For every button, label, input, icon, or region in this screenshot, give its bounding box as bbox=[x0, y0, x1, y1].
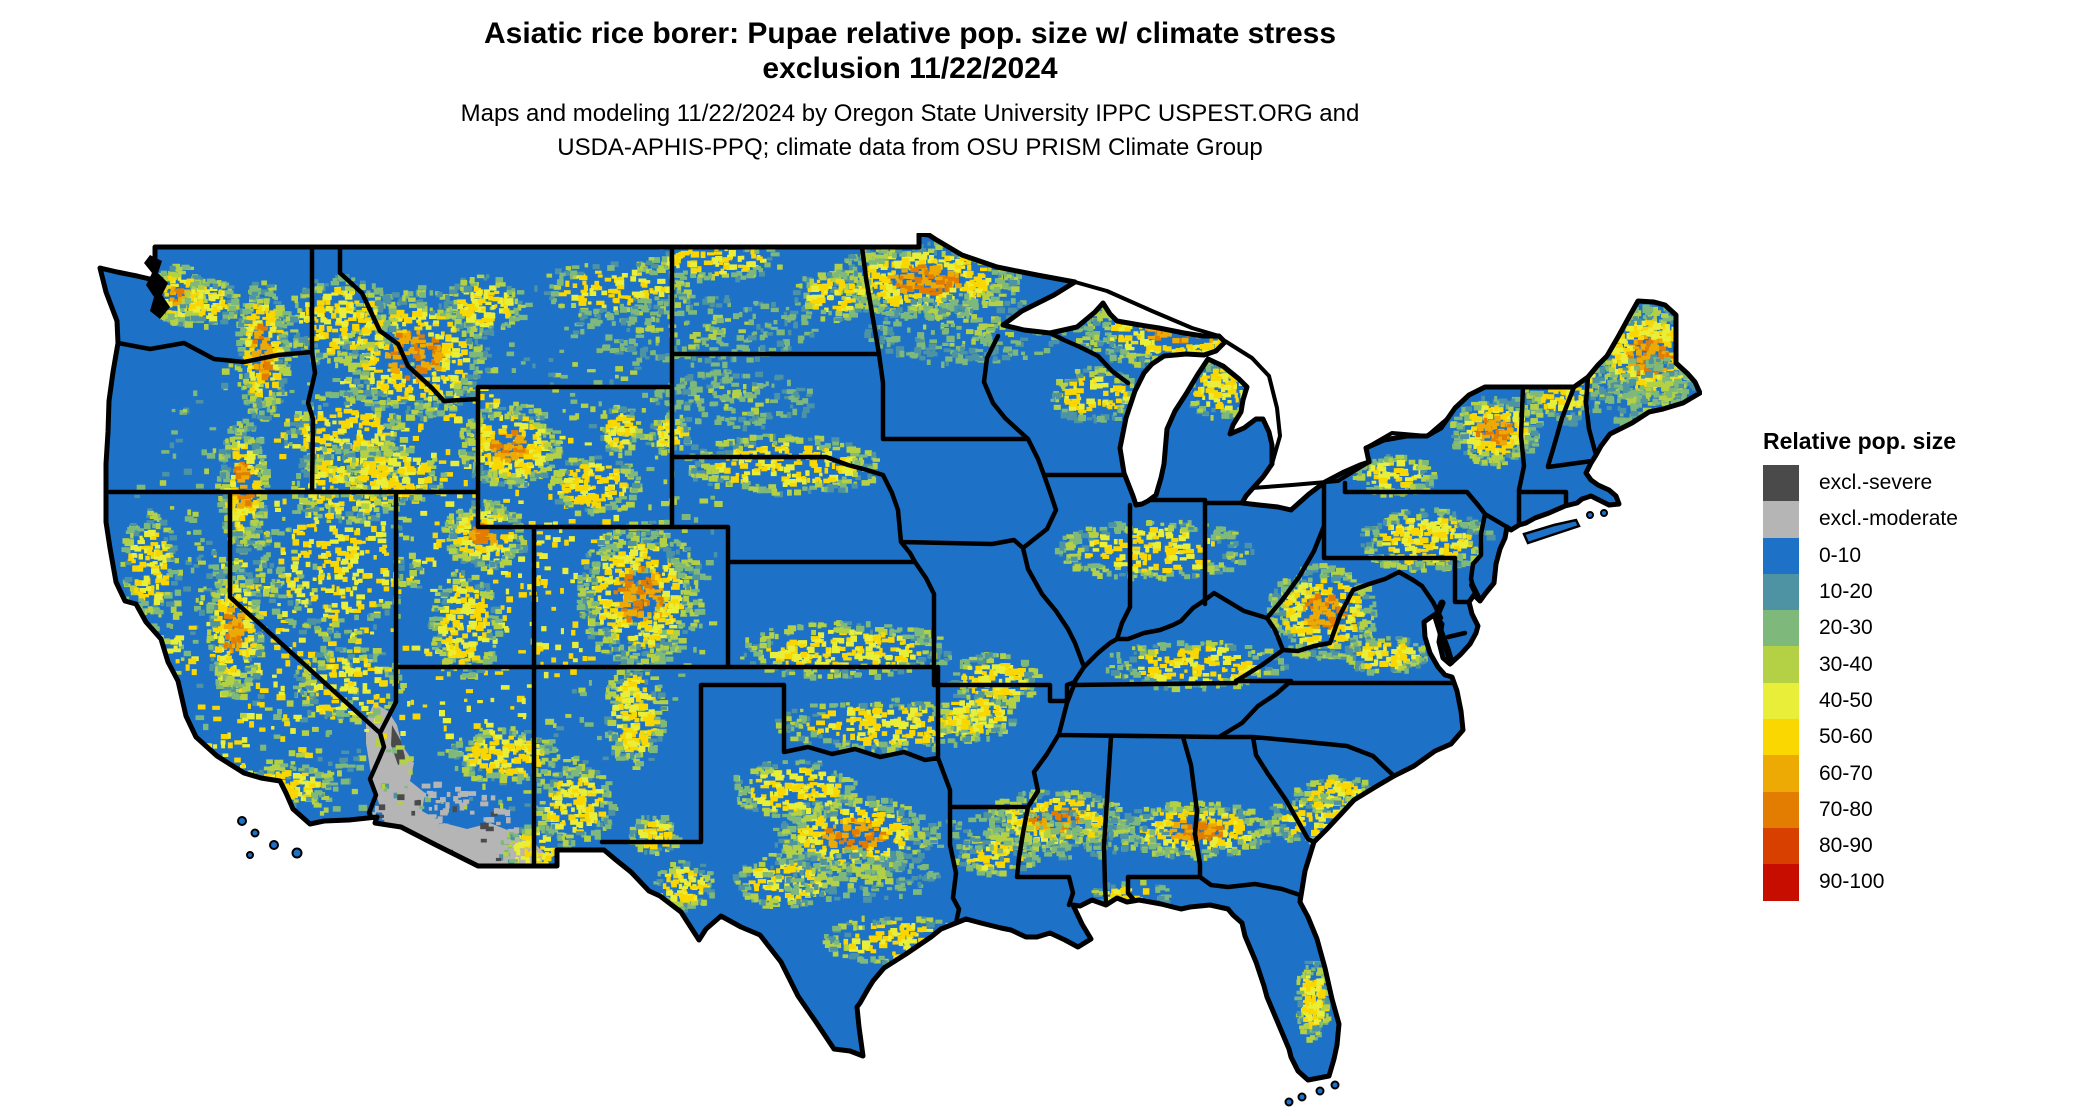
long-island bbox=[1522, 518, 1581, 545]
legend-row: 20-30 bbox=[1763, 610, 2093, 647]
legend-label: 50-60 bbox=[1819, 725, 1873, 749]
legend-label: excl.-moderate bbox=[1819, 507, 1958, 531]
legend-swatch-40-50 bbox=[1763, 682, 1799, 720]
legend-swatch-excl.-severe bbox=[1763, 465, 1799, 502]
legend-row: 80-90 bbox=[1763, 827, 2093, 865]
map-raster-layer bbox=[100, 234, 1700, 1080]
legend-swatch-0-10 bbox=[1763, 537, 1799, 574]
legend-swatch-excl.-moderate bbox=[1763, 501, 1799, 538]
page-title: Asiatic rice borer: Pupae relative pop. … bbox=[0, 16, 1820, 87]
legend-swatch-30-40 bbox=[1763, 646, 1799, 683]
legend-label: 60-70 bbox=[1819, 761, 1873, 785]
legend-label: 30-40 bbox=[1819, 652, 1873, 676]
conus-population-map bbox=[97, 233, 1702, 1107]
legend-label: 10-20 bbox=[1819, 580, 1873, 604]
legend-label: 90-100 bbox=[1819, 870, 1885, 894]
legend-swatch-50-60 bbox=[1763, 719, 1799, 756]
legend-swatch-90-100 bbox=[1763, 864, 1799, 901]
exclusion-severe-sliver-death-valley bbox=[391, 725, 406, 765]
legend-entries: excl.-severe excl.-moderate 0-10 10-20 20-30… bbox=[1763, 465, 2093, 901]
great-lakes-border bbox=[1074, 280, 1457, 490]
legend-title: Relative pop. size bbox=[1763, 428, 1957, 454]
legend-label: 40-50 bbox=[1819, 688, 1873, 712]
subtitle-line1: Maps and modeling 11/22/2024 by Oregon S… bbox=[460, 99, 1360, 127]
legend-label: 20-30 bbox=[1819, 616, 1873, 640]
national-boundary-outline bbox=[97, 233, 1702, 1083]
legend-label: 0-10 bbox=[1819, 543, 1862, 567]
delaware-bay bbox=[1469, 582, 1482, 602]
florida-keys bbox=[1284, 1080, 1340, 1107]
legend-row: 70-80 bbox=[1763, 791, 2093, 828]
legend-swatch-20-30 bbox=[1763, 610, 1799, 647]
legend-swatch-70-80 bbox=[1763, 791, 1799, 828]
legend-row: 40-50 bbox=[1763, 682, 2093, 720]
puget-sound bbox=[144, 255, 170, 319]
legend-row: excl.-severe bbox=[1763, 465, 2093, 502]
state-borders bbox=[107, 244, 1599, 926]
title-line2: exclusion 11/22/2024 bbox=[762, 52, 1058, 86]
map-legend: Relative pop. size excl.-severe excl.-mod… bbox=[1763, 428, 2093, 901]
chesapeake-bay bbox=[1432, 599, 1455, 666]
legend-swatch-10-20 bbox=[1763, 573, 1799, 611]
legend-swatch-80-90 bbox=[1763, 827, 1799, 865]
legend-row: 0-10 bbox=[1763, 537, 2093, 574]
legend-row: 90-100 bbox=[1763, 864, 2093, 901]
title-line1: Asiatic rice borer: Pupae relative pop. … bbox=[483, 17, 1337, 50]
massachusetts-islands bbox=[1586, 509, 1608, 519]
legend-label: excl.-severe bbox=[1819, 471, 1933, 495]
legend-row: excl.-moderate bbox=[1763, 501, 2093, 538]
legend-row: 60-70 bbox=[1763, 755, 2093, 792]
legend-row: 30-40 bbox=[1763, 646, 2093, 683]
legend-swatch-60-70 bbox=[1763, 755, 1799, 792]
legend-label: 70-80 bbox=[1819, 797, 1873, 821]
legend-row: 50-60 bbox=[1763, 719, 2093, 756]
map-attribution: Maps and modeling 11/22/2024 by Oregon S… bbox=[0, 97, 1820, 165]
header: Asiatic rice borer: Pupae relative pop. … bbox=[0, 16, 1820, 165]
legend-row: 10-20 bbox=[1763, 573, 2093, 611]
subtitle-line2: USDA-APHIS-PPQ; climate data from OSU PR… bbox=[557, 133, 1263, 161]
channel-islands bbox=[237, 816, 303, 859]
legend-label: 80-90 bbox=[1819, 834, 1873, 858]
